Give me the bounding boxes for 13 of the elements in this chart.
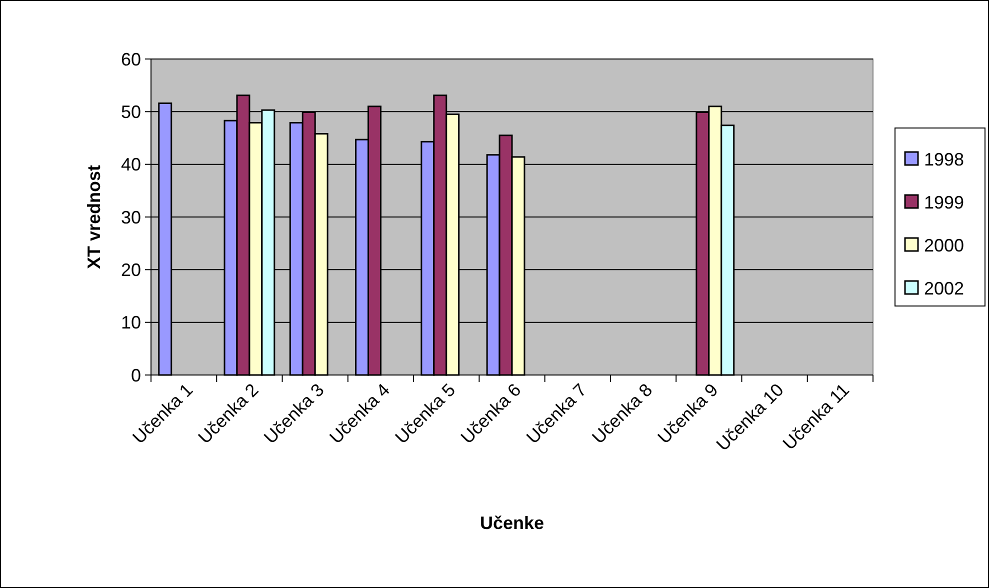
y-tick-label: 20: [120, 260, 141, 280]
y-tick-label: 30: [120, 207, 141, 228]
y-axis-title: XT vrednost: [84, 164, 104, 270]
legend-label: 1998: [924, 149, 964, 170]
y-tick-label: 60: [120, 49, 141, 70]
legend-label: 2000: [924, 235, 964, 256]
y-tick-label: 40: [120, 154, 141, 175]
x-axis-title: Učenke: [480, 513, 544, 533]
y-tick-label: 0: [130, 365, 141, 386]
y-tick-label: 50: [120, 102, 141, 122]
y-tick-label: 10: [120, 312, 141, 333]
legend-label: 1999: [924, 192, 964, 212]
legend-label: 2002: [924, 278, 964, 298]
